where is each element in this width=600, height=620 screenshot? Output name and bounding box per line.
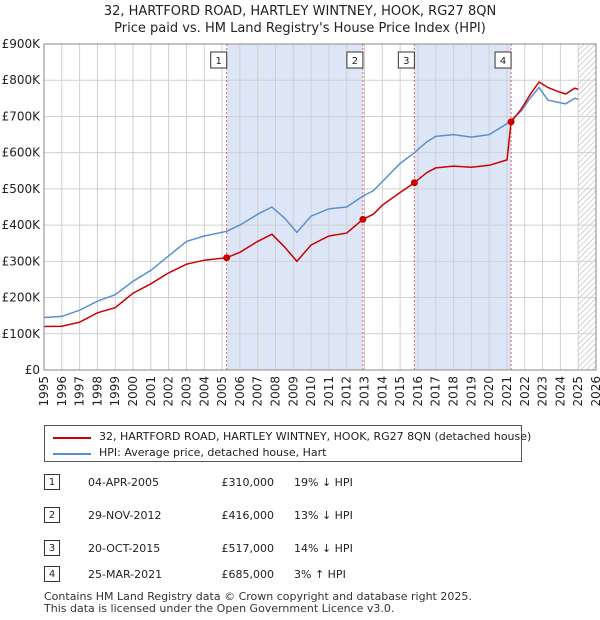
marker-label: 2 [352,56,358,67]
x-tick-label: 2010 [304,376,318,407]
row-price: £310,000 [221,476,275,489]
y-tick-label: £700K [2,109,42,123]
table-row: 3 20-OCT-2015 £517,000 14% ↓ HPI [44,540,404,558]
shaded-spans [44,44,596,370]
chart-subtitle: Price paid vs. HM Land Registry's House … [114,21,486,36]
x-tick-label: 2005 [215,376,229,407]
x-tick-label: 2009 [286,376,300,407]
x-tick-label: 2008 [268,376,282,407]
x-tick-label: 2000 [126,376,140,407]
x-axis-ticks: 1995 1996 1997 1998 1999 2000 2001 2002 2003 2004… [37,376,600,407]
x-tick-label: 2022 [518,376,532,407]
x-tick-label: 2013 [358,376,372,407]
grid-lines [43,43,597,371]
row-hpi: 19% ↓ HPI [294,476,353,489]
table-row: 4 25-MAR-2021 £685,000 3% ↑ HPI [44,566,404,584]
legend-label-property: 32, HARTFORD ROAD, HARTLEY WINTNEY, HOOK… [99,430,532,443]
table-row: 2 29-NOV-2012 £416,000 13% ↓ HPI [44,507,404,525]
y-tick-label: £300K [2,254,42,268]
legend-label-hpi: HPI: Average price, detached house, Hart [99,446,327,459]
y-tick-label: £400K [2,218,42,232]
y-tick-label: £0 [25,363,40,377]
y-tick-label: £500K [2,182,42,196]
y-tick-label: £600K [2,146,42,160]
x-tick-label: 2026 [589,376,600,407]
sale-point [507,118,515,126]
x-tick-label: 2017 [429,376,443,407]
row-price: £517,000 [221,542,275,555]
row-price: £416,000 [221,509,275,522]
x-tick-label: 2012 [340,376,354,407]
y-tick-label: £200K [2,291,42,305]
x-tick-label: 2006 [233,376,247,407]
x-tick-label: 2021 [500,376,514,407]
plot-frame [43,43,597,371]
hpi-line [43,86,579,319]
row-date: 04-APR-2005 [88,476,160,489]
row-date: 25-MAR-2021 [88,568,163,581]
x-tick-label: 2001 [144,376,158,407]
marker-label-box [494,51,512,69]
price-chart: £0 £100K £200K £300K £400K £500K £600K £700K £80… [2,37,600,407]
forecast-hatch [578,44,596,370]
x-tick-label: 2014 [375,376,389,407]
marker-label: 4 [500,56,506,67]
sale-point [223,254,231,262]
x-tick-label: 2016 [411,376,425,407]
sale-point [410,179,418,187]
x-tick-label: 2019 [464,376,478,407]
footer-copyright: Contains HM Land Registry data © Crown c… [44,590,472,603]
x-tick-label: 1995 [37,376,51,407]
shaded-span [414,44,512,370]
x-tick-label: 2020 [482,376,496,407]
x-tick-label: 1997 [73,376,87,407]
x-tick-label: 2025 [571,376,585,407]
footer-license: This data is licensed under the Open Gov… [44,602,395,615]
sale-markers: 1 2 3 4 [210,51,515,262]
table-row: 1 04-APR-2005 £310,000 19% ↓ HPI [44,474,404,492]
row-date: 20-OCT-2015 [88,542,161,555]
chart-title: 32, HARTFORD ROAD, HARTLEY WINTNEY, HOOK… [103,4,497,19]
row-hpi: 13% ↓ HPI [294,509,353,522]
y-axis-ticks: £0 £100K £200K £300K £400K £500K £600K £700K £80… [2,37,42,377]
y-tick-label: £800K [2,73,42,87]
x-tick-label: 1996 [55,376,69,407]
row-number-badge: 3 [44,540,60,556]
x-tick-label: 2002 [162,376,176,407]
x-tick-label: 1999 [108,376,122,407]
row-hpi: 3% ↑ HPI [294,568,346,581]
x-tick-label: 2018 [447,376,461,407]
row-number-badge: 4 [44,566,60,582]
marker-label-box [397,51,415,69]
marker-label: 3 [403,56,409,67]
row-date: 29-NOV-2012 [88,509,162,522]
x-tick-label: 2003 [179,376,193,407]
marker-label-box [210,51,228,69]
x-tick-label: 2004 [197,376,211,407]
x-tick-label: 2024 [553,376,567,407]
y-tick-label: £900K [2,37,42,51]
legend: 32, HARTFORD ROAD, HARTLEY WINTNEY, HOOK… [44,425,531,462]
marker-label: 1 [216,56,222,67]
x-tick-label: 2023 [536,376,550,407]
sale-point [359,215,367,223]
row-number-badge: 1 [44,474,60,490]
legend-line-blue [53,453,91,455]
x-tick-label: 2015 [393,376,407,407]
x-tick-label: 2007 [251,376,265,407]
legend-line-red [53,437,91,439]
x-tick-label: 1998 [90,376,104,407]
x-tick-label: 2011 [322,376,336,407]
row-hpi: 14% ↓ HPI [294,542,353,555]
row-number-badge: 2 [44,507,60,523]
y-tick-label: £100K [2,327,42,341]
marker-label-box [346,51,364,69]
row-price: £685,000 [221,568,275,581]
